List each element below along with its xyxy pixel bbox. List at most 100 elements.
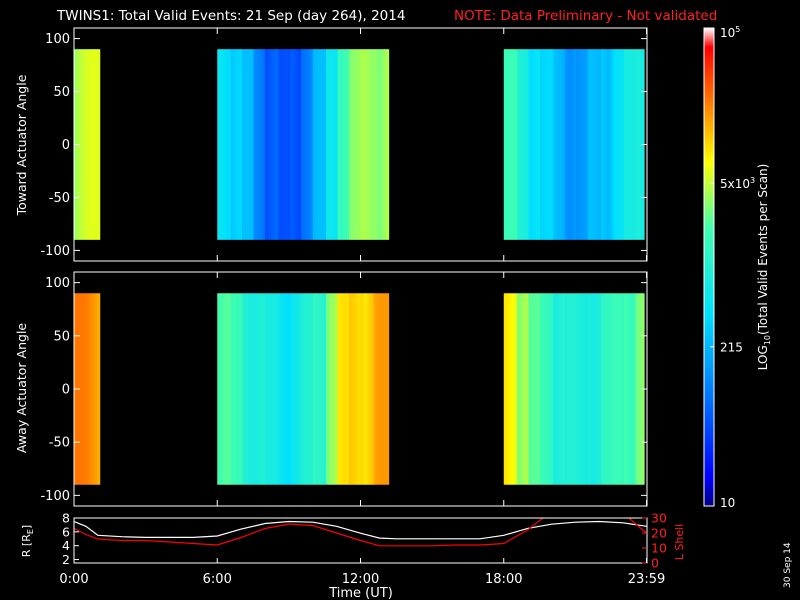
heatmap-cell [625,293,629,485]
colorbar-label: LOG10(Total Valid Events per Scan) [756,164,772,371]
heatmap-cell [236,293,239,485]
x-axis-label: Time (UT) [328,586,393,600]
heatmap-cell [599,293,602,485]
heatmap-cell [610,49,614,240]
heatmap-cell [265,293,268,485]
heatmap-cell [284,293,287,485]
heatmap-cell [377,293,380,485]
y-tick-label: 50 [53,329,70,344]
heatmap-cell [287,49,291,240]
heatmap-cell [320,49,323,240]
heatmap-cell [272,293,275,485]
data-note: NOTE: Data Preliminary - Not validated [454,8,717,24]
heatmap-cell [520,293,524,485]
heatmap-cell [83,293,86,485]
heatmap-cell [503,293,507,485]
heatmap-cell [620,49,623,240]
heatmap-cell [270,49,274,240]
heatmap-cell [228,49,232,240]
heatmap-cell [585,49,589,240]
heatmap-cell [520,49,524,240]
heatmap-cell [268,293,272,485]
heatmap-cell [230,49,233,240]
x-tick-label: 23:59 [628,572,665,587]
heatmap-cell [360,49,363,240]
heatmap-cell [524,293,528,485]
heatmap-cell [85,293,88,485]
y-tick-label: 4 [62,538,70,553]
heatmap-cell [377,49,380,240]
heatmap-cell [582,49,585,240]
heatmap-segment [503,293,645,485]
heatmap-cell [589,49,593,240]
heatmap-cell [572,49,575,240]
heatmap-cell [312,49,316,240]
heatmap-cell [278,49,281,240]
heatmap-cell [625,49,629,240]
heatmap-cell [385,49,388,240]
y-tick-label: 0 [62,383,70,398]
heatmap-cell [81,49,84,240]
colorbar-frame [703,27,715,507]
heatmap-cell [519,49,522,240]
radial-distance-line [74,520,647,540]
heatmap-cell [265,49,268,240]
away-ylabel: Away Actuator Angle [14,323,29,454]
heatmap-cell [505,49,508,240]
x-tick-label: 6:00 [203,572,232,587]
heatmap-cell [266,293,270,485]
heatmap-cell [299,293,302,485]
heatmap-cell [528,49,531,240]
heatmap-cell [234,49,237,240]
heatmap-cell [259,293,262,485]
l-shell-line [74,518,647,547]
heatmap-cell [341,293,344,485]
heatmap-cell [597,49,600,240]
heatmap-cell [553,293,556,485]
heatmap-cell [589,293,593,485]
heatmap-cell [570,293,573,485]
heatmap-cell [301,293,304,485]
y-tick-label: 100 [45,32,70,47]
heatmap-cell [375,293,379,485]
heatmap-cell [245,49,249,240]
heatmap-cell [381,49,384,240]
heatmap-cell [270,293,274,485]
heatmap-cell [614,49,617,240]
heatmap-cell [91,293,94,485]
heatmap-cell [83,49,86,240]
heatmap-cell [349,49,352,240]
y-tick-label: 6 [62,524,70,539]
heatmap-cell [547,49,550,240]
heatmap-cell [583,49,587,240]
heatmap-cell [350,293,354,485]
colorbar-label-prefix: LOG [756,345,770,370]
heatmap-cell [98,49,101,240]
heatmap-cell [303,49,306,240]
heatmap-cell [564,49,568,240]
heatmap-cell [629,49,633,240]
heatmap-cell [307,293,310,485]
heatmap-cell [282,293,285,485]
y2-tick-label: 10 [651,541,667,556]
heatmap-cell [387,293,390,485]
heatmap-cell [222,293,226,485]
heatmap-cell [637,49,640,240]
heatmap-cell [276,293,279,485]
heatmap-cell [339,293,342,485]
heatmap-cell [387,49,390,240]
heatmap-cell [91,49,94,240]
y-tick-label: -100 [40,489,70,504]
heatmap-cell [226,293,230,485]
heatmap-cell [222,49,226,240]
y2-tick-label: 20 [651,526,667,541]
heatmap-cell [585,293,589,485]
heatmap-cell [568,49,571,240]
colorbar-tick-label: 215 [720,340,743,354]
heatmap-cell [375,49,379,240]
heatmap-cell [507,293,510,485]
colorbar-tick-base: 10 [720,26,735,40]
heatmap-cell [320,293,323,485]
heatmap-cell [559,49,562,240]
heatmap-cell [280,49,283,240]
